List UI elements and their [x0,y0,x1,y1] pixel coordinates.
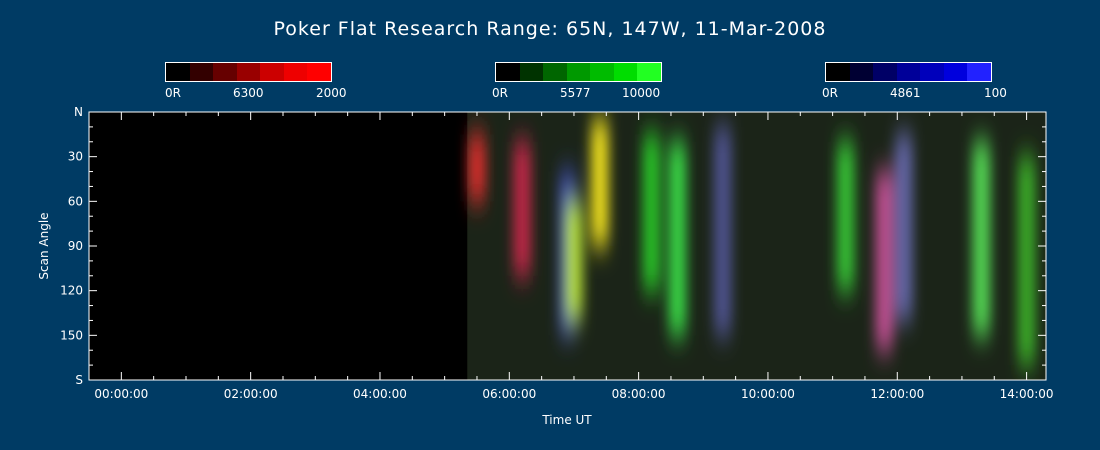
x-axis-title: Time UT [541,413,592,427]
colorbar-5577-wavelength-label: 5577 [560,86,591,100]
chart-title: Poker Flat Research Range: 65N, 147W, 11… [273,18,827,40]
aurora-emission-band [564,201,583,321]
colorbar-swatch [873,63,897,81]
data-region [467,112,1046,380]
x-tick-label: 12:00:00 [870,387,924,401]
colorbar-swatch [236,63,261,81]
colorbar-swatch [920,63,944,81]
colorbar-6300-min-label: 0R [165,86,181,100]
aurora-emission-band [875,171,894,351]
colorbar-6300 [165,62,332,82]
colorbar-swatch [519,63,544,81]
colorbar-5577 [495,62,662,82]
axis-ticks: 00:00:00 02:00:00 04:00:00 06:00:00 08:00:00… [60,105,1053,401]
colorbar-swatch [543,63,567,81]
y-tick-label: 90 [68,239,83,253]
colorbar-swatch [307,63,332,81]
colorbar-5577-min-label: 0R [492,86,508,100]
y-tick-label: 150 [60,328,83,342]
colorbar-5577-max-label: 10000 [622,86,661,100]
x-tick-label: 04:00:00 [353,387,407,401]
colorbar-swatch [590,63,614,81]
emission-layer [467,119,1036,366]
colorbar-swatch [826,63,850,81]
colorbar-swatch [260,63,284,81]
colorbar-swatch [283,63,308,81]
colorbar-swatch [613,63,638,81]
colorbar-swatch [496,63,520,81]
colorbar-swatch [849,63,874,81]
aurora-emission-band [668,141,687,336]
y-axis-title: Scan Angle [37,212,51,279]
colorbar-6300-max-label: 2000 [316,86,347,100]
y-tick-label: 120 [60,284,83,298]
colorbar-swatch [213,63,237,81]
colorbar-swatch [566,63,591,81]
x-tick-label: 10:00:00 [741,387,795,401]
colorbar-swatch [189,63,214,81]
aurora-emission-band [836,141,855,291]
colorbar-swatch [943,63,968,81]
y-tick-label: S [75,373,83,387]
y-tick-label: N [74,105,83,119]
data-coverage-area [467,112,1046,380]
aurora-emission-band [590,119,609,246]
aurora-emission-band [513,141,532,276]
x-tick-label: 02:00:00 [224,387,278,401]
colorbar-swatch [967,63,992,81]
colorbar-4861-max-label: 100 [984,86,1007,100]
x-tick-label: 14:00:00 [1000,387,1054,401]
y-tick-label: 30 [68,150,83,164]
colorbar-swatch [637,63,662,81]
colorbar-4861-min-label: 0R [822,86,838,100]
colorbar-4861-wavelength-label: 4861 [890,86,921,100]
x-tick-label: 06:00:00 [482,387,536,401]
x-tick-label: 08:00:00 [612,387,666,401]
y-tick-label: 60 [68,194,83,208]
colorbar-swatch [166,63,190,81]
aurora-emission-band [713,126,732,336]
colorbar-4861 [825,62,992,82]
colorbar-6300-wavelength-label: 6300 [233,86,264,100]
aurora-emission-band [894,134,913,321]
aurora-emission-band [467,134,486,202]
x-tick-label: 00:00:00 [94,387,148,401]
aurora-emission-band [642,134,661,291]
aurora-emission-band [1017,156,1036,366]
colorbar-swatch [896,63,921,81]
aurora-emission-band [972,141,991,336]
